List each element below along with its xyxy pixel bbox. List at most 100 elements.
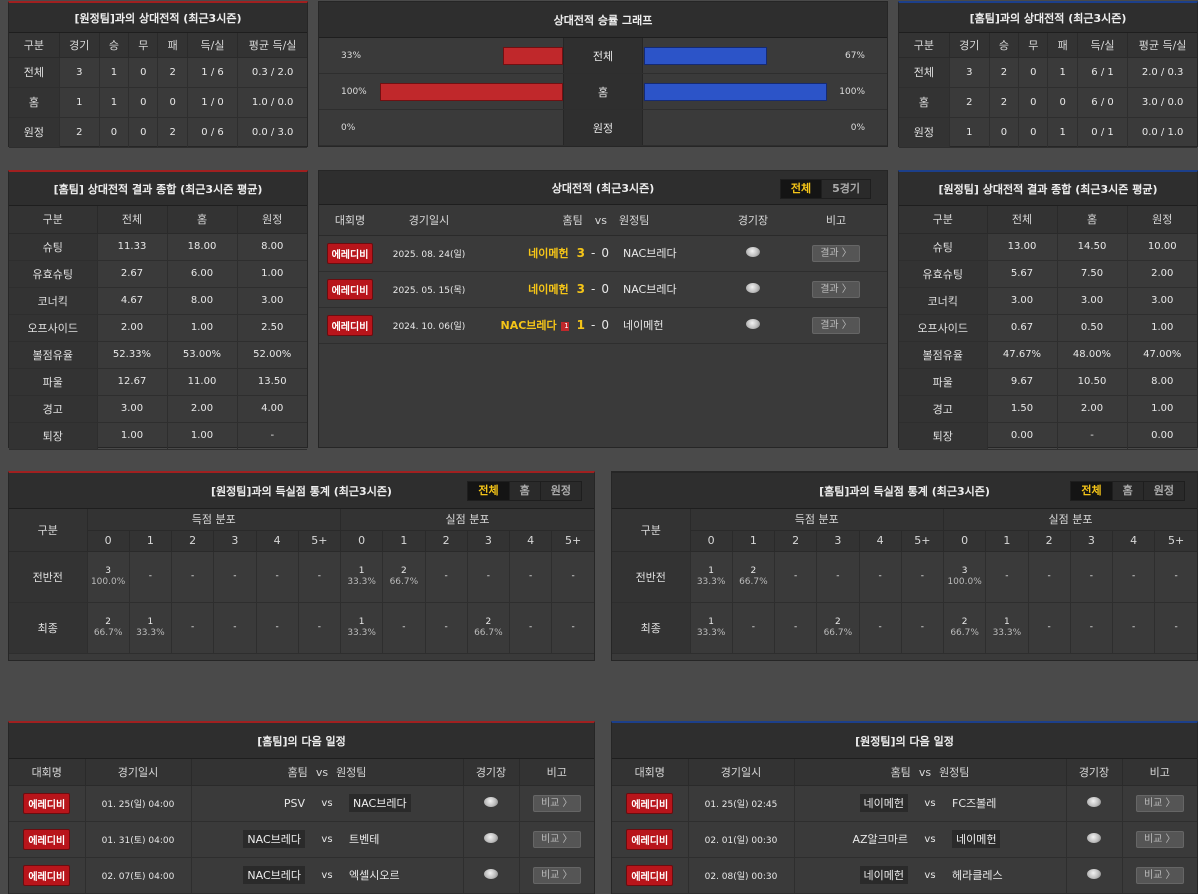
goals-away-tabs: 전체 홈 원정 [467,481,582,501]
dist-cell: 2 66.7% [467,602,511,654]
away-win-bar [644,83,827,101]
table-cell: 0 [1047,87,1078,118]
stadium-icon[interactable] [746,246,760,257]
table-cell: 1 [1047,57,1078,88]
table-cell: 1.00 [237,260,307,288]
home-cell: 네이메헌 3-0 [477,235,613,272]
column-header: 패 [1047,33,1078,58]
goal-count-header: 2 [425,530,468,552]
compare-button[interactable]: 비교 〉 [1135,830,1184,848]
table-cell: 4.67 [97,287,168,315]
tab-all[interactable]: 전체 [1071,482,1112,500]
goal-count-header: 1 [129,530,173,552]
summary-away-panel: [원정팀] 상대전적 결과 종합 (최근3시즌 평균) 구분 전체 홈 원정 슈팅 13.… [898,170,1198,450]
row-label: 유효슈팅 [9,260,98,288]
stadium-icon[interactable] [484,868,498,879]
dist-cell: - [774,602,818,654]
column-header: 경기일시 [85,759,192,786]
date-cell: 01. 25(일) 02:45 [688,785,795,822]
table-cell: 1 / 6 [187,57,239,88]
stadium-icon[interactable] [746,282,760,293]
row-label: 오프사이드 [9,314,98,342]
dist-count: 3 [961,565,968,576]
goal-count-header: 5+ [551,530,594,552]
dist-pct: 33.3% [136,627,165,638]
league-cell: 에레디비 [612,821,689,858]
tab-5games[interactable]: 5경기 [821,180,870,198]
table-cell: 48.00% [1057,341,1128,369]
stadium-icon[interactable] [746,318,760,329]
compare-button[interactable]: 비교 〉 [532,830,581,848]
away-win-pct: 67% [844,51,865,61]
tab-away[interactable]: 원정 [1142,482,1184,500]
goals-away-panel: [원정팀]과의 득실점 통계 (최근3시즌) 전체 홈 원정 구분 득점 분포 실점… [8,471,595,661]
header-vs: vs [594,213,607,227]
away-team-name: FC즈볼레 [952,797,997,810]
table-cell: 0.3 / 2.0 [237,57,307,88]
home-team-name: NAC브레다 [243,866,305,884]
compare-button[interactable]: 비교 〉 [532,866,581,884]
compare-button[interactable]: 비교 〉 [1135,866,1184,884]
table-cell: 2.00 [167,395,238,423]
stadium-icon[interactable] [484,796,498,807]
dist-cell: - [1112,551,1156,603]
table-row: 경고 1.50 2.00 1.00 [899,395,1197,423]
tab-home[interactable]: 홈 [508,482,540,500]
column-header: 경기장 [721,205,785,236]
league-cell: 에레디비 [9,857,86,894]
dist-cell: - [901,602,945,654]
table-cell: - [237,422,307,450]
dist-count: - [920,571,924,581]
dist-count: - [444,571,448,581]
header-row: 구분 득점 분포 실점 분포 [612,509,1197,552]
row-label: 원정 [899,117,950,148]
tab-home[interactable]: 홈 [1111,482,1143,500]
tab-away[interactable]: 원정 [539,482,581,500]
dist-cell: - [171,551,215,603]
score-dash: - [591,282,596,296]
stadium-icon[interactable] [1087,868,1101,879]
away-team: 네이메헌 [952,830,1066,848]
stadium-icon[interactable] [484,832,498,843]
column-header: 승 [99,33,130,58]
dist-cell: - [509,602,553,654]
home-team: 네이메헌 [528,283,569,296]
column-header: 구분 [9,509,88,552]
scored-header: 득점 분포 [690,509,944,531]
dist-count: - [1089,622,1093,632]
dist-count: - [191,622,195,632]
column-header: 평균 득/실 [1127,33,1197,58]
vs-label: vs [924,869,936,881]
table-row: 파울 9.67 10.50 8.00 [899,368,1197,396]
table-row: 전체 3 1 0 2 1 / 6 0.3 / 2.0 [9,57,307,88]
dist-cell: - [1154,602,1197,654]
stadium-icon[interactable] [1087,832,1101,843]
result-button[interactable]: 결과 〉 [812,244,860,262]
dist-cell: - [1070,602,1114,654]
tab-all[interactable]: 전체 [468,482,509,500]
table-cell: 3 [949,57,990,88]
compare-button[interactable]: 비교 〉 [1135,794,1184,812]
compare-button[interactable]: 비교 〉 [532,794,581,812]
match-line: AZ알크마르 vs 네이메헌 [795,830,1066,848]
result-button[interactable]: 결과 〉 [812,316,860,334]
column-header: 패 [157,33,188,58]
table-cell: 3.00 [987,287,1058,315]
header-home: 홈팀 [287,765,308,779]
row-label: 홈 [9,87,60,118]
table-cell: 8.00 [1127,368,1197,396]
dist-cell: 2 66.7% [87,602,130,654]
panel-title: [홈팀]의 다음 일정 [9,723,594,759]
stadium-icon[interactable] [1087,796,1101,807]
dist-cell: - [1028,551,1071,603]
column-header: 승 [989,33,1020,58]
row-label: 최종 [612,602,691,654]
table-row: 원정 1 0 0 1 0 / 1 0.0 / 1.0 [899,117,1197,148]
tab-all[interactable]: 전체 [780,180,822,198]
vs-label: vs [924,833,936,845]
header-row: 대회명 경기일시 홈팀 vs 원정팀 경기장 비고 [612,759,1197,786]
table-row: 에레디비 02. 01(일) 00:30 AZ알크마르 vs 네이메헌 비교 〉 [612,821,1197,858]
result-button[interactable]: 결과 〉 [812,280,860,298]
away-score: 0 [601,246,609,260]
